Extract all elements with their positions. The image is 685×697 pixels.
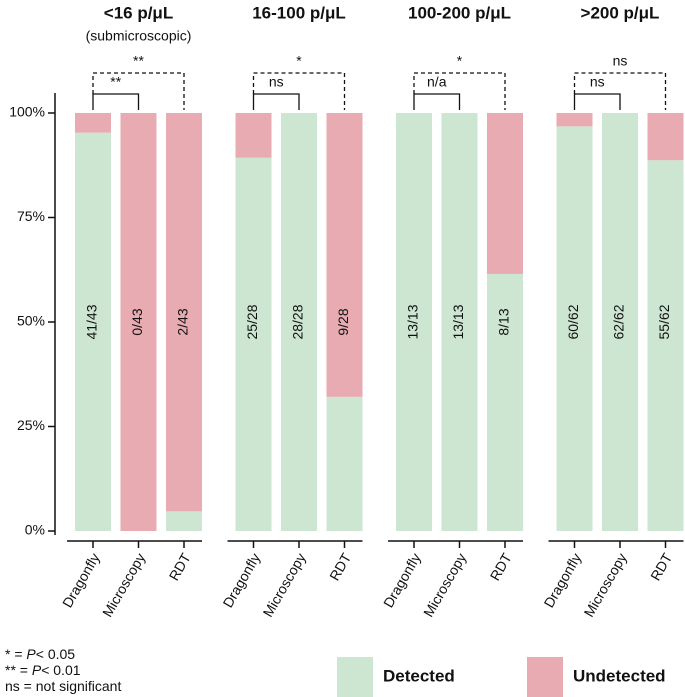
bar-segment [647,113,684,161]
significance-bracket [573,72,667,110]
footnote-part: P [26,646,36,662]
value-label: 62/62 [611,304,627,339]
y-tick-label: 100% [9,104,45,120]
footnote-part: < 0.01 [41,662,81,678]
x-tick-label: RDT [326,550,354,583]
footnote-part: * = [5,646,26,662]
y-tick-label: 0% [25,522,45,538]
x-tick-label: RDT [166,550,194,583]
value-label: 60/62 [565,304,581,339]
value-label: 28/28 [290,304,306,339]
legend-label: Undetected [573,666,666,685]
x-tick-label: Microscopy [99,550,148,619]
bar-segment [326,113,363,397]
bar-segment [602,113,638,531]
value-label: 13/13 [450,304,466,339]
bar-segment [166,511,202,531]
x-tick-label: Dragonfly [59,550,103,610]
bar-segment [235,113,272,158]
significance-label: n/a [427,74,447,90]
bar-segment [326,396,363,531]
significance-bracket [92,72,185,110]
significance-bracket [252,72,346,110]
bar-segment [647,160,684,531]
footnote-part: P [32,662,42,678]
value-label: 55/62 [656,304,672,339]
x-tick-label: RDT [647,550,675,583]
facet-title: 100-200 p/μL [408,3,511,22]
significance-label: ** [133,53,144,69]
bar-segment [75,132,111,531]
x-tick-label: RDT [487,550,515,583]
x-tick-label: Microscopy [260,550,309,619]
significance-bracket [92,93,140,110]
footnote-part: ns = not significant [5,678,121,694]
x-tick-label: Dragonfly [540,550,584,610]
facet-title: <16 p/μL [104,3,173,22]
footnote-part: ** = [5,662,32,678]
bar-segment [556,113,593,127]
value-label: 2/43 [175,308,191,335]
bar-segment [396,113,432,531]
significance-label: ns [613,53,628,69]
footnote: ns = not significant [5,678,121,694]
significance-bracket [252,93,300,110]
bar-segment [75,113,111,133]
bar-segment [235,157,272,531]
bar-segment [166,113,202,512]
significance-label: ** [110,74,121,90]
significance-bracket [573,93,621,110]
bar-segment [556,126,593,531]
significance-label: * [296,53,302,69]
legend-swatch [337,657,373,697]
x-tick-label: Dragonfly [219,550,263,610]
value-label: 25/28 [244,304,260,339]
bar-segment [487,113,523,274]
x-tick-label: Microscopy [420,550,469,619]
value-label: 41/43 [84,304,100,339]
bar-segment [281,113,317,531]
significance-bracket [413,72,506,110]
value-label: 9/28 [335,308,351,335]
y-tick-label: 75% [17,208,45,224]
bar-segment [120,113,157,531]
significance-label: ns [269,74,284,90]
value-label: 8/13 [496,308,512,335]
value-label: 0/43 [129,308,145,335]
bar-segment [487,273,523,531]
facet-title: >200 p/μL [581,3,660,22]
significance-bracket [413,93,461,110]
legend-swatch [527,657,563,697]
footnote: ** = P< 0.01 [5,662,81,678]
x-tick-label: Microscopy [581,550,630,619]
significance-label: * [457,53,463,69]
facet-subtitle: (submicroscopic) [86,28,192,44]
facet-title: 16-100 p/μL [252,3,346,22]
x-tick-label: Dragonfly [380,550,424,610]
y-tick-label: 50% [17,313,45,329]
bar-segment [441,113,478,531]
value-label: 13/13 [405,304,421,339]
y-tick-label: 25% [17,417,45,433]
footnote-part: < 0.05 [36,646,76,662]
legend-label: Detected [383,666,455,685]
significance-label: ns [590,74,605,90]
footnote: * = P< 0.05 [5,646,75,662]
